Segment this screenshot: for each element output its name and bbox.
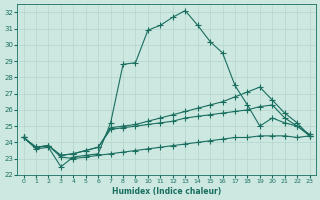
X-axis label: Humidex (Indice chaleur): Humidex (Indice chaleur)	[112, 187, 221, 196]
